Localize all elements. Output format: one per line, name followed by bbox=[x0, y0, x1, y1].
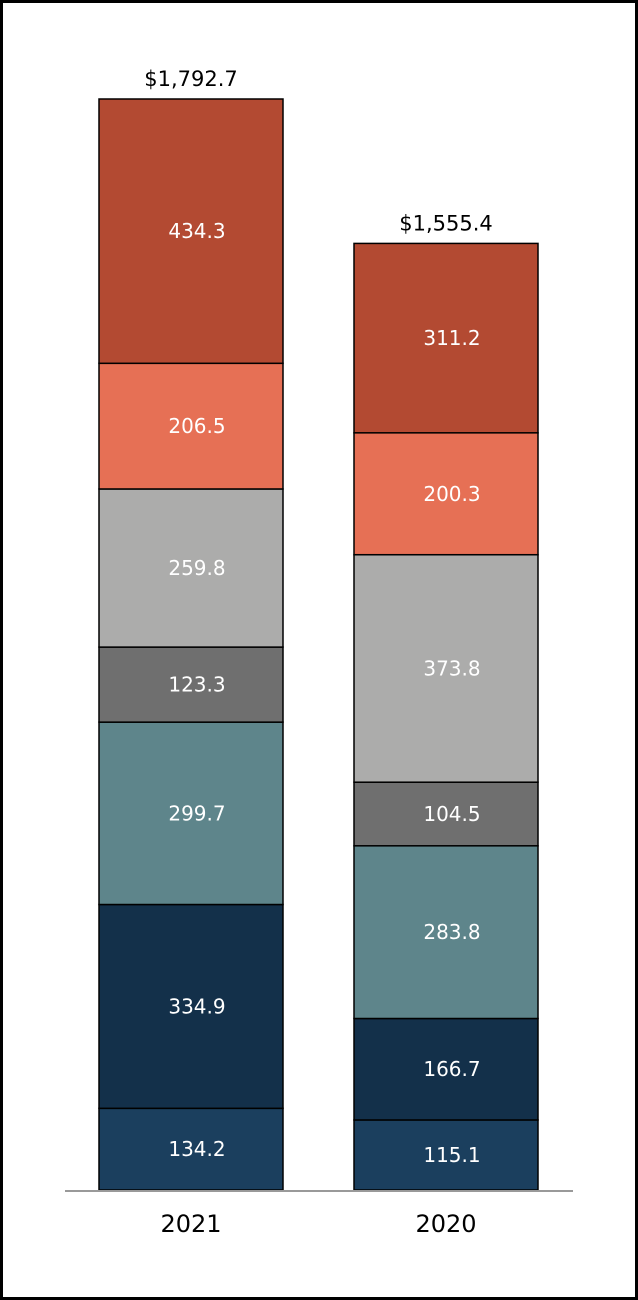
segment-value-label: 434.3 bbox=[168, 219, 225, 243]
bar-segment bbox=[98, 98, 284, 365]
bar-segment bbox=[353, 553, 539, 783]
segment-value-label: 166.7 bbox=[423, 1057, 480, 1081]
bar-segment bbox=[353, 1017, 539, 1121]
bar-segment bbox=[353, 1119, 539, 1191]
segment-value-label: 206.5 bbox=[168, 414, 225, 438]
bar-segment bbox=[98, 362, 284, 490]
segment-value-label: 115.1 bbox=[423, 1143, 480, 1167]
bar-total-label: $1,555.4 bbox=[399, 211, 493, 235]
x-tick-label: 2020 bbox=[415, 1210, 476, 1238]
bar-segment bbox=[98, 488, 284, 648]
bar-total-label: $1,792.7 bbox=[144, 67, 238, 91]
segment-value-label: 373.8 bbox=[423, 656, 480, 680]
bar-segment bbox=[98, 903, 284, 1110]
bar-segment bbox=[353, 242, 539, 434]
segment-value-label: 123.3 bbox=[168, 673, 225, 697]
bar-segment bbox=[353, 781, 539, 847]
bar-segment bbox=[353, 845, 539, 1020]
x-tick-label: 2021 bbox=[160, 1210, 221, 1238]
segment-value-label: 311.2 bbox=[423, 326, 480, 350]
bar-segment bbox=[98, 646, 284, 723]
segment-value-label: 200.3 bbox=[423, 482, 480, 506]
segment-value-label: 259.8 bbox=[168, 556, 225, 580]
segment-value-label: 299.7 bbox=[168, 801, 225, 825]
bar-segment bbox=[353, 432, 539, 556]
segment-value-label: 104.5 bbox=[423, 802, 480, 826]
segment-value-label: 134.2 bbox=[168, 1137, 225, 1161]
segment-value-label: 334.9 bbox=[168, 994, 225, 1018]
segment-value-label: 283.8 bbox=[423, 920, 480, 944]
